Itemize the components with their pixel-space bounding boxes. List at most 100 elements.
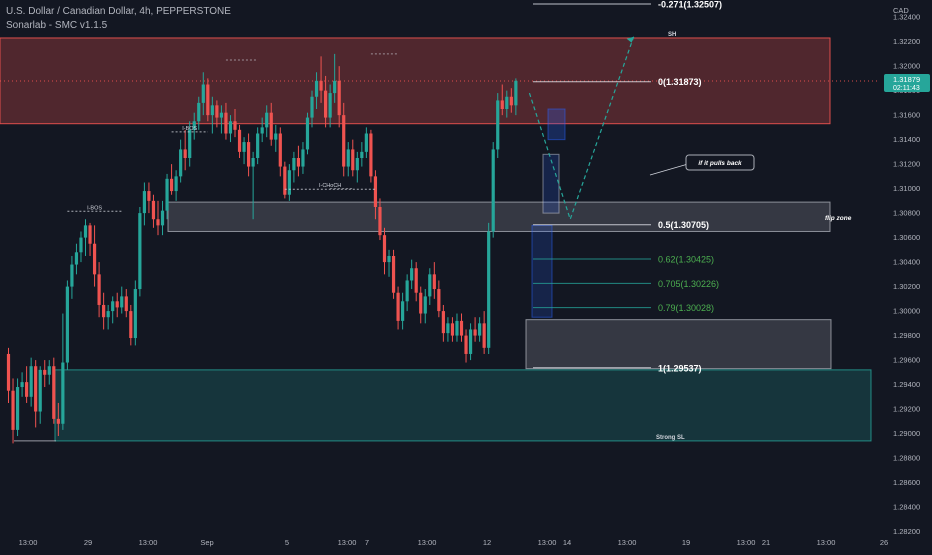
candle-body [387,255,391,263]
candle [197,96,201,130]
candle [20,372,24,397]
candle [346,142,350,177]
candle [287,164,291,201]
candle-body [147,191,151,201]
candle [373,170,378,220]
candle-body [314,80,319,97]
candle-body [111,301,115,312]
x-tick-label: 13:00 [817,538,836,547]
candle-body [283,166,287,195]
candle [228,115,233,143]
structure-label: I-BOS [182,126,197,132]
strong-sl-label: Strong SL [656,435,685,441]
candle [455,313,459,342]
chart-title: U.S. Dollar / Canadian Dollar, 4h, PEPPE… [6,6,231,17]
candle [151,194,156,228]
candle [256,127,260,165]
candle-body [405,280,409,302]
fib-level-label: 0.62(1.30425) [658,255,714,265]
candle-body [274,133,278,140]
candle-body [133,289,137,339]
candle-body [514,80,518,106]
candle [269,102,273,146]
fib-level-label: 0.79(1.30028) [658,303,714,313]
candle-body [206,84,210,116]
callout-text: if it pulls back [698,160,742,167]
candle-body [129,311,133,339]
candle [274,124,278,152]
candle [147,182,151,214]
candle [183,129,187,171]
structure-label: I-CHoCH [319,183,341,189]
candle-body [419,292,423,314]
y-tick-label: 1.31600 [893,111,920,120]
candle-body [478,323,482,336]
candle-body [97,274,101,305]
candle-body [509,96,513,106]
candle [337,66,341,128]
candle-body [369,133,373,177]
candle [514,78,518,116]
candle-body [246,142,251,167]
x-tick-label: 13:00 [139,538,158,547]
candle [387,249,391,277]
candle-body [455,320,459,336]
candle [111,296,115,324]
candle-body [337,80,341,116]
candle [355,151,359,183]
candle-body [165,178,169,211]
candle [319,56,323,103]
candle-body [505,96,509,110]
candle [97,262,101,318]
candle-body [324,90,328,118]
candle-body [301,149,305,167]
candle-body [428,274,432,297]
candle-body [432,274,436,290]
swing-high-label: SH [668,32,676,38]
candle [351,139,355,177]
y-tick-label: 1.30600 [893,233,920,242]
candle [428,268,432,305]
candle-body [201,84,205,103]
flip-zone [167,201,831,232]
x-tick-label: 13:00 [19,538,38,547]
candle-body [391,255,396,293]
candle [265,105,269,138]
candle [102,292,106,330]
candle-body [34,366,38,412]
candle-body [47,366,51,375]
candle-body [242,142,246,152]
candle-body [102,304,106,318]
candle [260,117,264,143]
candle [215,100,219,128]
candle-body [500,100,504,110]
candle-body [333,80,337,94]
y-tick-label: 1.31400 [893,135,920,144]
candle [38,366,42,424]
candle [192,112,196,140]
candle [296,145,301,177]
candle [432,262,436,299]
candle-body [305,117,310,150]
y-tick-label: 1.30200 [893,282,920,291]
demand-zone [54,369,872,442]
y-tick-label: 1.28800 [893,454,920,463]
candle-body [364,133,368,152]
candle [482,311,486,354]
candle-body [61,362,65,424]
callout-pointer [649,163,689,176]
candle [478,317,482,342]
candle [133,280,137,346]
candle-body [228,121,233,134]
y-tick-label: 1.28200 [893,527,920,536]
candle [88,222,92,256]
candle-body [360,151,364,158]
candle [246,133,251,177]
candle-body [423,296,427,314]
candle-body [156,219,160,226]
candle-body [6,353,11,391]
candle-body [65,286,69,363]
y-tick-label: 1.29800 [893,331,920,340]
